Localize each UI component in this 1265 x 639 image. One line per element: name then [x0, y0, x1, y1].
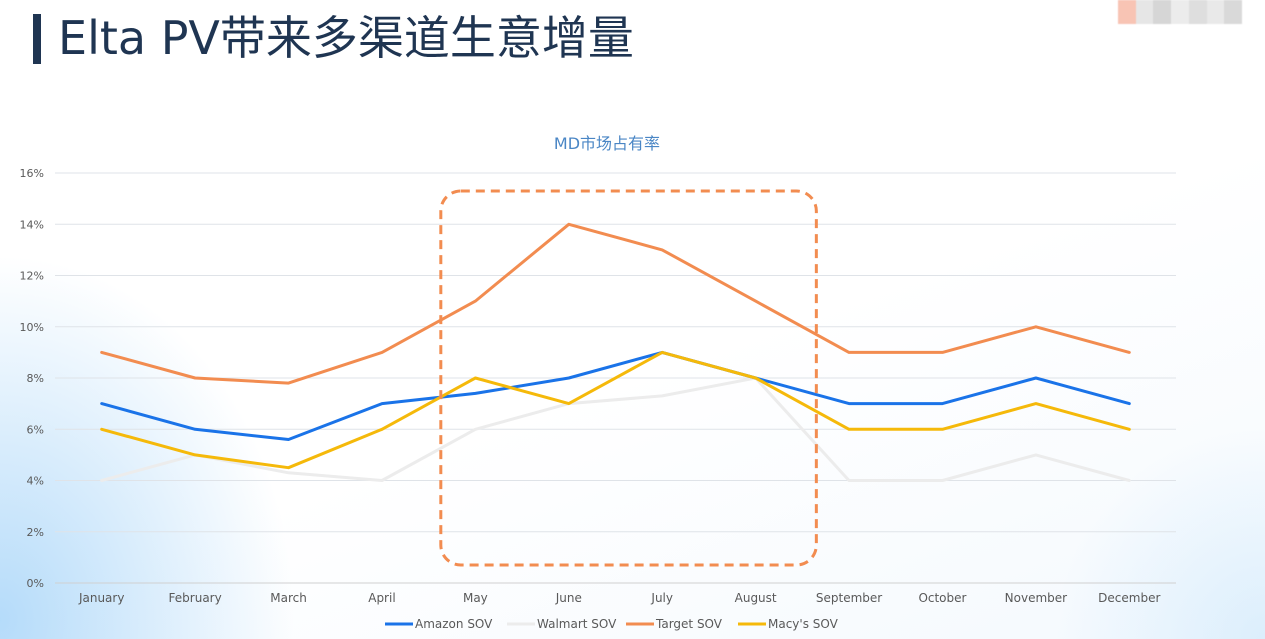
x-tick-label: May	[463, 591, 488, 605]
chart-legend: Amazon SOV Walmart SOV Target SOV Macy's SO…	[385, 617, 839, 631]
x-axis-ticks: January February March April May June July Augu…	[78, 591, 1161, 605]
y-tick-label: 10%	[20, 321, 44, 334]
x-tick-label: February	[169, 591, 222, 605]
chart-title: MD市场占有率	[554, 134, 660, 153]
blur-swatch	[1171, 0, 1189, 24]
x-tick-label: March	[270, 591, 307, 605]
series-line-walmart-sov	[100, 376, 1131, 482]
highlight-box	[439, 189, 818, 567]
x-tick-label: October	[918, 591, 966, 605]
x-tick-label: April	[368, 591, 395, 605]
x-tick-label: August	[735, 591, 777, 605]
y-tick-label: 12%	[20, 270, 44, 283]
y-axis-ticks: 0% 2% 4% 6% 8% 10% 12% 14% 16%	[20, 167, 44, 590]
x-tick-label: January	[78, 591, 125, 605]
legend-label: Walmart SOV	[537, 617, 617, 631]
blur-swatch	[1188, 0, 1207, 24]
series-line-amazon-sov	[100, 350, 1131, 441]
x-tick-label: September	[816, 591, 882, 605]
y-tick-label: 16%	[20, 167, 44, 180]
blur-swatch	[1206, 0, 1225, 24]
x-tick-label: December	[1098, 591, 1160, 605]
blur-swatch	[1224, 0, 1243, 24]
series-line-target-sov	[100, 222, 1131, 385]
legend-label: Target SOV	[655, 617, 723, 631]
y-tick-label: 14%	[20, 218, 44, 231]
y-tick-label: 8%	[27, 372, 44, 385]
series-line-macy-s-sov	[100, 350, 1131, 470]
legend-label: Amazon SOV	[415, 617, 493, 631]
chart-series	[100, 222, 1131, 482]
blur-swatch	[1135, 0, 1154, 24]
legend-label: Macy's SOV	[768, 617, 839, 631]
page-title: Elta PV带来多渠道生意增量	[58, 11, 634, 65]
y-tick-label: 6%	[27, 423, 44, 436]
title-accent-bar	[33, 14, 41, 64]
blur-swatch	[1118, 0, 1136, 24]
y-tick-label: 4%	[27, 475, 44, 488]
y-tick-label: 2%	[27, 526, 44, 539]
blur-swatch	[1153, 0, 1172, 24]
y-tick-label: 0%	[27, 577, 44, 590]
x-tick-label: June	[555, 591, 582, 605]
x-tick-label: November	[1005, 591, 1067, 605]
chart-gridlines	[55, 172, 1176, 584]
x-tick-label: July	[650, 591, 673, 605]
blurred-logo	[1118, 0, 1243, 24]
